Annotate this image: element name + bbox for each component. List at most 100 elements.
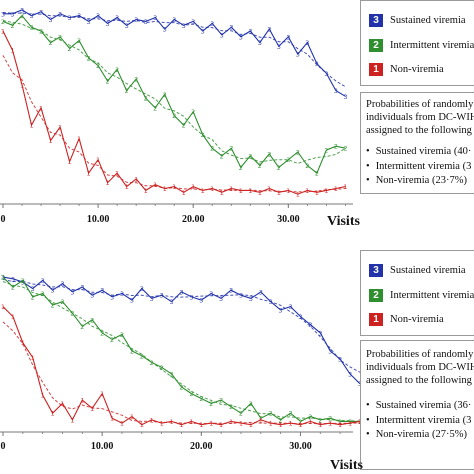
data-point-intermittent: 2 bbox=[31, 293, 35, 301]
data-point-sustained: 3 bbox=[191, 18, 195, 26]
data-point-nonviremia: 1 bbox=[70, 416, 74, 424]
data-point-nonviremia: 1 bbox=[125, 183, 129, 191]
data-point-nonviremia: 1 bbox=[39, 104, 43, 112]
data-point-intermittent: 2 bbox=[279, 416, 283, 424]
bottom-x-axis-label: Visits bbox=[330, 458, 363, 473]
data-point-intermittent: 2 bbox=[328, 415, 332, 423]
prob-title-line: individuals from DC-WIHS bbox=[366, 112, 474, 123]
bottom-legend-box: 3 Sustained viremia 2 Intermittent virem… bbox=[360, 250, 474, 336]
data-point-nonviremia: 1 bbox=[315, 189, 319, 197]
x-tick-label: 10.00 bbox=[91, 441, 114, 452]
data-point-nonviremia: 1 bbox=[219, 421, 223, 429]
data-point-sustained: 3 bbox=[169, 298, 173, 306]
data-point-intermittent: 2 bbox=[29, 24, 33, 32]
data-point-sustained: 3 bbox=[249, 295, 253, 303]
legend-label: Sustained viremia bbox=[390, 265, 466, 276]
data-point-intermittent: 2 bbox=[338, 418, 342, 426]
data-point-intermittent: 2 bbox=[305, 162, 309, 170]
top-legend-box: 3 Sustained viremia 2 Intermittent virem… bbox=[360, 0, 474, 86]
data-point-intermittent: 2 bbox=[315, 170, 319, 178]
data-point-intermittent: 2 bbox=[150, 359, 154, 367]
data-point-nonviremia: 1 bbox=[144, 187, 148, 195]
data-point-intermittent: 2 bbox=[10, 22, 14, 30]
data-point-intermittent: 2 bbox=[68, 45, 72, 53]
data-point-nonviremia: 1 bbox=[58, 124, 62, 132]
data-point-sustained: 3 bbox=[153, 14, 157, 22]
data-point-sustained: 3 bbox=[279, 306, 283, 314]
data-point-intermittent: 2 bbox=[269, 410, 273, 418]
data-point-intermittent: 2 bbox=[179, 384, 183, 392]
data-point-nonviremia: 1 bbox=[199, 421, 203, 429]
series-line-sustained bbox=[2, 276, 361, 385]
data-point-sustained: 3 bbox=[120, 290, 124, 298]
data-point-nonviremia: 1 bbox=[182, 189, 186, 197]
data-point-nonviremia: 1 bbox=[328, 420, 332, 428]
data-point-intermittent: 2 bbox=[277, 164, 281, 172]
data-point-nonviremia: 1 bbox=[279, 421, 283, 429]
data-point-sustained: 3 bbox=[150, 295, 154, 303]
data-point-intermittent: 2 bbox=[199, 395, 203, 403]
x-tick-label: 30.00 bbox=[289, 441, 312, 452]
data-point-intermittent: 2 bbox=[100, 329, 104, 337]
data-point-sustained: 3 bbox=[115, 14, 119, 22]
data-point-sustained: 3 bbox=[21, 279, 25, 287]
probability-text: Probabilities of randomly individuals fr… bbox=[366, 348, 474, 443]
data-point-nonviremia: 1 bbox=[11, 313, 15, 321]
data-point-intermittent: 2 bbox=[308, 413, 312, 421]
series-line-nonviremia bbox=[2, 306, 360, 426]
data-point-nonviremia: 1 bbox=[249, 421, 253, 429]
data-point-intermittent: 2 bbox=[288, 410, 292, 418]
x-tick-label: 10.00 bbox=[87, 214, 110, 225]
data-point-sustained: 3 bbox=[315, 60, 319, 68]
data-point-nonviremia: 1 bbox=[68, 158, 72, 166]
data-point-nonviremia: 1 bbox=[259, 416, 263, 424]
legend-item-sustained: 3 Sustained viremia bbox=[369, 264, 466, 277]
data-point-intermittent: 2 bbox=[296, 149, 300, 157]
data-point-sustained: 3 bbox=[77, 12, 81, 20]
data-point-intermittent: 2 bbox=[41, 290, 45, 298]
data-point-intermittent: 2 bbox=[60, 298, 64, 306]
data-point-nonviremia: 1 bbox=[258, 189, 262, 197]
data-point-sustained: 3 bbox=[106, 20, 110, 28]
data-point-nonviremia: 1 bbox=[210, 185, 214, 193]
data-point-intermittent: 2 bbox=[324, 147, 328, 155]
series-line-sustained bbox=[3, 9, 346, 97]
data-point-sustained: 3 bbox=[130, 297, 134, 305]
data-point-intermittent: 2 bbox=[209, 400, 213, 408]
data-point-sustained: 3 bbox=[298, 313, 302, 321]
data-point-intermittent: 2 bbox=[160, 364, 164, 372]
data-point-intermittent: 2 bbox=[58, 33, 62, 41]
data-point-intermittent: 2 bbox=[348, 418, 352, 426]
data-point-nonviremia: 1 bbox=[60, 400, 64, 408]
data-point-intermittent: 2 bbox=[140, 352, 144, 360]
data-point-nonviremia: 1 bbox=[153, 181, 157, 189]
data-point-nonviremia: 1 bbox=[48, 137, 52, 145]
data-point-nonviremia: 1 bbox=[130, 413, 134, 421]
data-point-sustained: 3 bbox=[201, 28, 205, 36]
data-point-sustained: 3 bbox=[209, 290, 213, 298]
data-point-sustained: 3 bbox=[60, 280, 64, 288]
data-point-sustained: 3 bbox=[239, 292, 243, 300]
data-point-intermittent: 2 bbox=[189, 390, 193, 398]
trend-line-sustained bbox=[2, 12, 346, 88]
series-line-intermittent bbox=[2, 14, 346, 174]
data-point-intermittent: 2 bbox=[239, 410, 243, 418]
data-point-intermittent: 2 bbox=[220, 152, 224, 160]
data-point-nonviremia: 1 bbox=[209, 420, 213, 428]
data-point-nonviremia: 1 bbox=[51, 410, 55, 418]
data-point-nonviremia: 1 bbox=[140, 421, 144, 429]
data-point-intermittent: 2 bbox=[229, 403, 233, 411]
data-point-intermittent: 2 bbox=[51, 302, 55, 310]
series-line-nonviremia bbox=[2, 30, 346, 195]
data-point-intermittent: 2 bbox=[298, 418, 302, 426]
data-point-sustained: 3 bbox=[189, 293, 193, 301]
data-point-sustained: 3 bbox=[58, 10, 62, 18]
data-point-sustained: 3 bbox=[210, 20, 214, 28]
data-point-sustained: 3 bbox=[182, 22, 186, 30]
data-point-sustained: 3 bbox=[229, 24, 233, 32]
data-point-intermittent: 2 bbox=[334, 143, 338, 151]
data-point-nonviremia: 1 bbox=[220, 189, 224, 197]
data-point-intermittent: 2 bbox=[144, 95, 148, 103]
